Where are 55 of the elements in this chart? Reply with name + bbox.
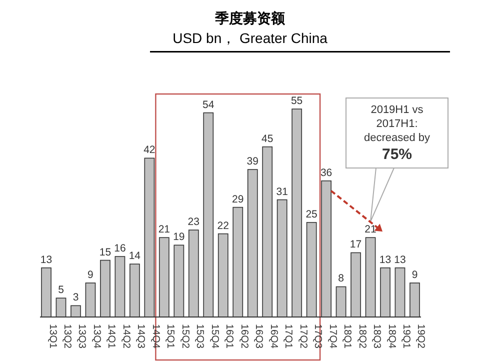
x-tick-label: 13Q2 [62, 324, 73, 349]
x-tick-label: 16Q1 [224, 324, 235, 349]
data-label: 42 [144, 144, 156, 156]
x-tick-label: 18Q1 [342, 324, 353, 349]
x-tick-label: 14Q1 [106, 324, 117, 349]
x-tick-label: 13Q1 [46, 324, 58, 349]
data-label: 9 [412, 268, 418, 281]
data-label: 14 [128, 250, 141, 262]
x-tick-label: 14Q4 [150, 324, 161, 349]
data-label: 39 [246, 156, 259, 168]
chart-title: 季度募资额 [214, 10, 286, 26]
data-label: 13 [394, 254, 406, 266]
x-tick-label: 18Q2 [356, 324, 368, 349]
x-tick-label: 16Q3 [253, 324, 264, 349]
data-label: 13 [40, 254, 52, 266]
data-label: 55 [290, 95, 303, 107]
annotation: 2019H1 vs 2017H1: decreased by 75% [364, 104, 431, 163]
data-label: 31 [276, 186, 288, 198]
x-tick-label: 19Q2 [415, 324, 426, 349]
data-label: 45 [262, 132, 274, 145]
data-label: 36 [320, 166, 332, 179]
data-label: 21 [158, 224, 170, 236]
data-label: 16 [114, 242, 126, 254]
data-label: 23 [188, 216, 200, 228]
x-tick-label: 14Q3 [135, 324, 146, 349]
x-tick-label: 15Q2 [179, 324, 190, 349]
x-tick-label: 15Q3 [194, 324, 206, 349]
data-label: 13 [379, 254, 392, 266]
data-label: 3 [72, 292, 79, 304]
data-label: 5 [58, 284, 64, 296]
x-tick-label: 13Q4 [90, 324, 102, 349]
x-tick-label: 19Q1 [400, 324, 412, 349]
x-tick-label: 17Q4 [326, 324, 338, 349]
chart-subtitle: USD bn， Greater China [172, 30, 328, 46]
data-label: 9 [88, 268, 94, 281]
data-label: 29 [232, 193, 244, 206]
data-label: 15 [99, 246, 112, 258]
x-tick-label: 17Q3 [312, 324, 324, 349]
data-label: 8 [338, 272, 344, 285]
x-tick-label: 16Q4 [268, 324, 279, 349]
x-tick-label: 15Q4 [208, 324, 220, 349]
x-tick-label: 18Q3 [371, 324, 382, 349]
x-tick-label: 14Q2 [120, 324, 132, 349]
data-label: 25 [306, 208, 318, 220]
data-label: 22 [217, 220, 230, 232]
x-tick-label: 17Q2 [297, 324, 308, 349]
x-tick-label: 16Q2 [238, 324, 250, 349]
data-label: 19 [173, 231, 185, 244]
x-tick-label: 15Q1 [164, 324, 176, 349]
x-tick-label: 18Q4 [386, 324, 397, 349]
data-label: 21 [364, 224, 377, 236]
data-label: 54 [202, 98, 214, 111]
x-tick-label: 17Q1 [282, 324, 294, 349]
data-label: 17 [350, 238, 362, 251]
x-tick-label: 13Q3 [76, 324, 88, 349]
